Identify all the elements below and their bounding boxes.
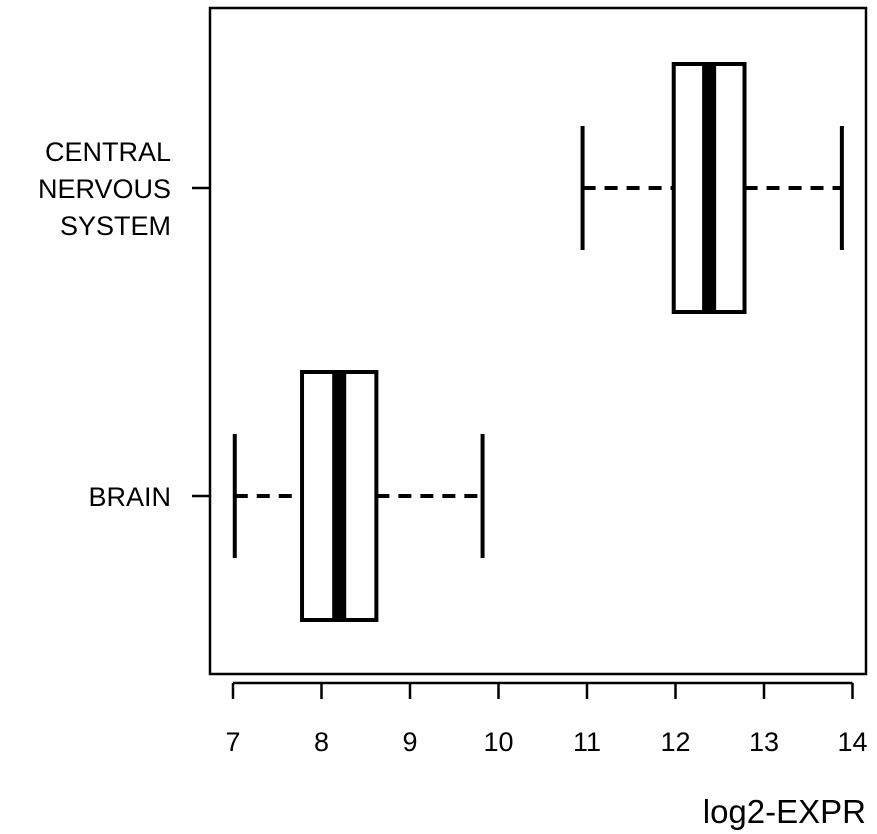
box-group — [580, 62, 844, 314]
median-line — [332, 372, 347, 620]
box-group — [232, 370, 485, 622]
x-tick-label: 12 — [660, 727, 690, 757]
category-label: NERVOUS — [38, 174, 171, 204]
x-tick-label: 7 — [225, 727, 240, 757]
median-line — [702, 64, 717, 312]
category-label: SYSTEM — [60, 211, 171, 241]
x-tick-label: 8 — [314, 727, 329, 757]
plot-frame — [208, 6, 868, 676]
x-axis-title: log2-EXPR — [703, 793, 866, 830]
y-axis: CENTRAL NERVOUS SYSTEM BRAIN — [38, 137, 210, 512]
category-label: CENTRAL — [45, 137, 171, 167]
boxes-layer — [232, 62, 844, 622]
x-tick-label: 13 — [749, 727, 779, 757]
category-label: BRAIN — [88, 482, 171, 512]
x-axis: 7 8 9 10 11 12 13 14 — [225, 681, 868, 757]
x-tick-label: 9 — [402, 727, 417, 757]
x-tick-label: 10 — [483, 727, 513, 757]
x-tick-label: 11 — [573, 727, 601, 757]
x-tick-label: 14 — [837, 727, 867, 757]
